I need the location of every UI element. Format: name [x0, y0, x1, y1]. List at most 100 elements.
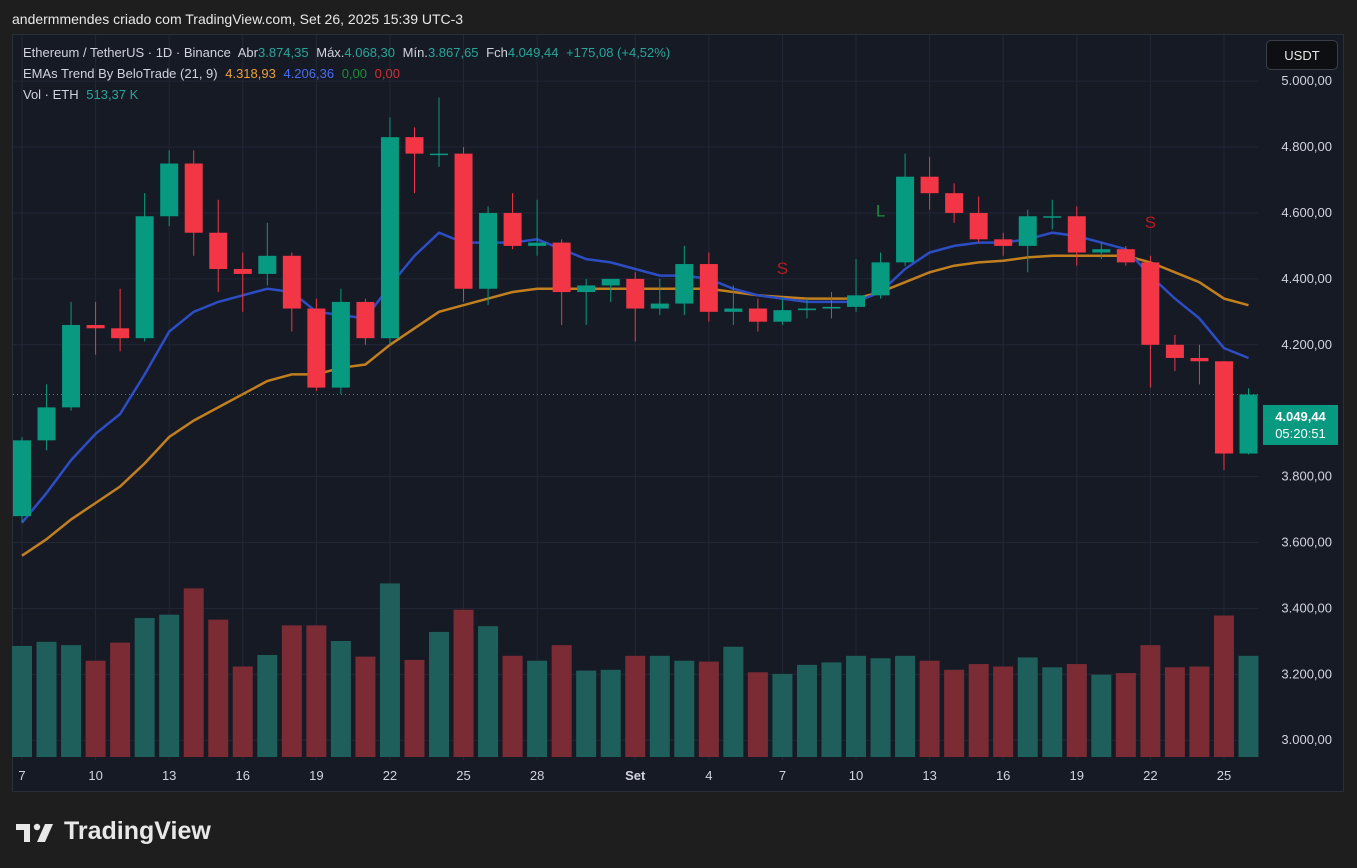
volume-bar — [1115, 673, 1136, 757]
price-axis[interactable]: 5.000,00 4.800,00 4.600,00 4.400,00 4.200,00… — [1281, 73, 1332, 747]
volume-bar — [404, 659, 425, 757]
volume-bar — [796, 664, 817, 757]
volume-bar — [1213, 615, 1234, 757]
x-tick-label: 10 — [88, 768, 102, 783]
candle-down — [184, 163, 203, 233]
candle-down — [1141, 262, 1160, 345]
low-label: Mín.3.867,65 — [402, 45, 479, 60]
header-caption: andermmendes criado com TradingView.com,… — [12, 11, 464, 27]
y-tick-label: 3.800,00 — [1281, 469, 1332, 484]
x-tick-label: 16 — [236, 768, 250, 783]
candle-down — [1116, 249, 1135, 263]
candles — [13, 97, 1258, 523]
time-axis[interactable]: 7 10 13 16 19 22 25 28 Set 4 7 10 13 16 19 22 25 — [18, 768, 1231, 783]
x-tick-label: 22 — [1143, 768, 1157, 783]
sell-signal-marker: S — [1145, 213, 1156, 232]
candle-down — [1165, 344, 1184, 358]
x-tick-label: 13 — [922, 768, 936, 783]
ema-value-4: 0,00 — [374, 66, 400, 81]
volume-bar — [698, 661, 719, 757]
candle-up — [135, 216, 154, 339]
candle-up — [675, 264, 694, 304]
volume-value: 513,37 K — [86, 87, 139, 102]
signal-markers: S L S — [777, 201, 1156, 278]
candle-down — [1190, 357, 1209, 362]
candle-up — [37, 407, 56, 441]
volume-bar — [649, 655, 670, 757]
candle-down — [699, 264, 718, 312]
volume-bar — [846, 655, 867, 757]
volume-bar — [723, 646, 744, 757]
y-tick-label: 3.400,00 — [1281, 600, 1332, 615]
volume-bar — [944, 669, 965, 757]
candle-down — [209, 232, 228, 269]
y-tick-label: 5.000,00 — [1281, 73, 1332, 88]
x-tick-label: 19 — [1070, 768, 1084, 783]
volume-bar — [1017, 657, 1038, 757]
candle-down — [552, 242, 571, 293]
volume-bar — [110, 642, 131, 757]
x-tick-label: 16 — [996, 768, 1010, 783]
y-tick-label: 3.600,00 — [1281, 535, 1332, 550]
volume-bar — [208, 619, 229, 757]
candle-up — [1043, 216, 1062, 218]
close-label: Fch4.049,44 — [486, 45, 559, 60]
volume-bar — [36, 641, 57, 757]
volume-bar — [429, 631, 450, 757]
x-tick-label: 4 — [705, 768, 712, 783]
ema-fast-value: 4.206,36 — [283, 66, 335, 81]
x-tick-label: 25 — [1217, 768, 1231, 783]
candle-up — [601, 278, 620, 286]
candle-up — [871, 262, 890, 296]
volume-bar — [257, 654, 278, 757]
volume-bar — [600, 669, 621, 757]
volume-bar — [61, 645, 82, 757]
y-tick-label: 4.200,00 — [1281, 337, 1332, 352]
candle-down — [503, 212, 522, 246]
volume-indicator-name[interactable]: Vol · ETH — [23, 87, 79, 102]
tradingview-logo[interactable]: TradingView — [16, 817, 211, 846]
candle-up — [650, 303, 669, 309]
candle-up — [1018, 216, 1037, 246]
x-tick-label: 25 — [456, 768, 470, 783]
candle-down — [405, 137, 424, 154]
volume-bar — [551, 645, 572, 757]
candle-down — [1214, 361, 1233, 454]
ema-slow-value: 4.318,93 — [225, 66, 276, 81]
candle-up — [773, 310, 792, 322]
sell-signal-marker: S — [777, 259, 788, 278]
candle-down — [282, 255, 301, 309]
candle-up — [797, 308, 816, 311]
y-tick-label: 3.000,00 — [1281, 732, 1332, 747]
last-price-value: 4.049,44 — [1275, 409, 1326, 424]
volume-bar — [1189, 666, 1210, 757]
candle-up — [331, 301, 350, 388]
currency-button[interactable]: USDT — [1266, 40, 1338, 70]
candle-countdown: 05:20:51 — [1275, 426, 1326, 441]
volume-bar — [1164, 667, 1185, 757]
symbol-title[interactable]: Ethereum / TetherUS · 1D · Binance — [23, 45, 231, 60]
volume-bar — [330, 640, 351, 757]
volume-bar — [576, 670, 597, 757]
candle-up — [1239, 394, 1258, 454]
volume-bar — [919, 660, 940, 757]
x-tick-label: 19 — [309, 768, 323, 783]
volume-bar — [12, 645, 32, 757]
open-label: Abr3.874,35 — [237, 45, 309, 60]
ema-indicator-name[interactable]: EMAs Trend By BeloTrade (21, 9) — [23, 66, 218, 81]
ema-value-3: 0,00 — [341, 66, 368, 81]
last-price-tag: 4.049,44 05:20:51 — [1263, 405, 1338, 445]
volume-bar — [1042, 667, 1063, 757]
volume-bar — [502, 655, 523, 757]
candle-up — [380, 137, 399, 339]
volume-bar — [821, 662, 842, 757]
candle-up — [62, 325, 81, 408]
volume-bar — [281, 625, 302, 757]
candle-down — [356, 301, 375, 339]
candle-up — [847, 295, 866, 307]
volume-bar — [895, 655, 916, 757]
legend-ohlc: Ethereum / TetherUS · 1D · Binance Abr3.… — [23, 45, 674, 60]
candle-up — [822, 306, 841, 309]
candle-down — [920, 176, 939, 194]
